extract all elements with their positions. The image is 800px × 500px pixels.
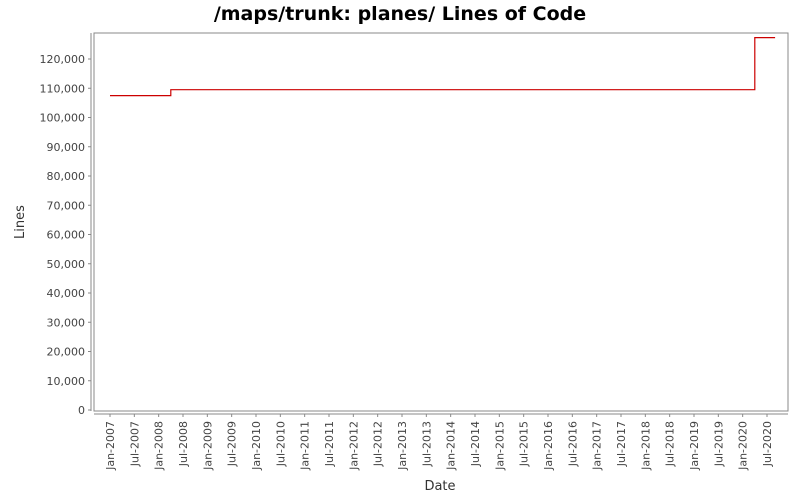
x-tick-label: Jul-2014 xyxy=(469,421,482,467)
y-tick-label: 90,000 xyxy=(47,141,86,154)
y-tick-label: 80,000 xyxy=(47,170,86,183)
x-tick-label: Jan-2016 xyxy=(542,421,555,471)
x-tick-label: Jan-2020 xyxy=(737,421,750,471)
x-tick-label: Jul-2019 xyxy=(712,421,725,467)
x-tick-label: Jul-2013 xyxy=(420,421,433,467)
x-tick-label: Jan-2007 xyxy=(104,421,117,471)
x-axis: Jan-2007 Jul-2007 Jan-2008 Jul-2008 Jan-2009… xyxy=(94,413,788,471)
x-tick-label: Jul-2007 xyxy=(128,421,141,467)
x-tick-label: Jan-2019 xyxy=(688,421,701,471)
x-tick-label: Jan-2017 xyxy=(591,421,604,471)
x-tick-label: Jul-2009 xyxy=(226,421,239,467)
x-tick-label: Jul-2015 xyxy=(518,421,531,467)
y-tick-label: 60,000 xyxy=(47,229,86,242)
x-tick-label: Jan-2010 xyxy=(250,421,263,471)
y-tick-label: 20,000 xyxy=(47,346,86,359)
x-tick-label: Jan-2014 xyxy=(445,421,458,471)
x-tick-label: Jul-2010 xyxy=(274,421,287,467)
y-axis: 0 10,000 20,000 30,000 40,000 50,000 60,000 70,… xyxy=(40,33,92,417)
y-tick-label: 110,000 xyxy=(40,82,86,95)
y-axis-label: Lines xyxy=(13,205,28,239)
y-tick-label: 10,000 xyxy=(47,375,86,388)
x-tick-label: Jan-2012 xyxy=(347,421,360,471)
x-tick-label: Jan-2011 xyxy=(299,421,312,471)
x-tick-label: Jan-2008 xyxy=(153,421,166,471)
x-tick-label: Jul-2012 xyxy=(372,421,385,467)
y-tick-label: 50,000 xyxy=(47,258,86,271)
x-tick-label: Jul-2016 xyxy=(566,421,579,467)
x-tick-label: Jul-2011 xyxy=(323,421,336,467)
x-tick-label: Jul-2017 xyxy=(615,421,628,467)
y-tick-label: 30,000 xyxy=(47,316,86,329)
y-tick-label: 0 xyxy=(78,404,85,417)
x-tick-label: Jan-2015 xyxy=(493,421,506,471)
plot-area xyxy=(93,32,789,412)
x-tick-label: Jul-2018 xyxy=(664,421,677,467)
x-axis-label: Date xyxy=(424,479,455,494)
y-tick-label: 100,000 xyxy=(40,112,86,125)
x-tick-label: Jan-2009 xyxy=(201,421,214,471)
y-tick-label: 40,000 xyxy=(47,287,86,300)
x-tick-label: Jul-2020 xyxy=(761,421,774,467)
chart-title: /maps/trunk: planes/ Lines of Code xyxy=(213,3,587,25)
y-tick-label: 70,000 xyxy=(47,199,86,212)
x-tick-label: Jul-2008 xyxy=(177,421,190,467)
x-tick-label: Jan-2018 xyxy=(639,421,652,471)
data-series xyxy=(110,36,776,97)
y-tick-label: 120,000 xyxy=(40,53,86,66)
series-line xyxy=(110,36,776,97)
x-tick-label: Jan-2013 xyxy=(396,421,409,471)
